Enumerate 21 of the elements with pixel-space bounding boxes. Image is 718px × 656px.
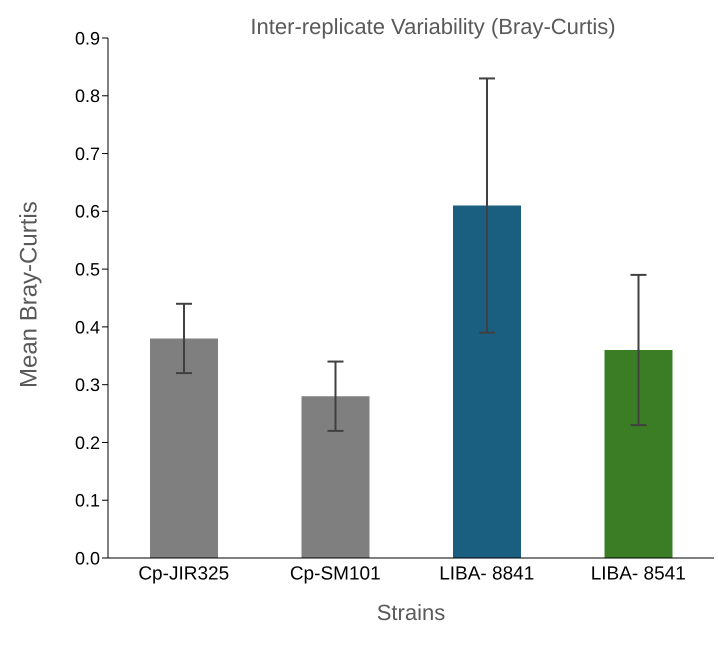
- bar: [302, 396, 370, 558]
- y-tick-label: 0.9: [74, 28, 100, 48]
- x-axis-title: Strains: [376, 600, 446, 625]
- y-tick-label: 0.5: [74, 260, 100, 280]
- bar: [150, 338, 218, 558]
- x-tick-label: Cp-SM101: [290, 563, 381, 584]
- bar: [604, 350, 672, 558]
- x-tick-label: Cp-JIR325: [138, 563, 230, 584]
- y-tick-label: 0.0: [74, 548, 100, 568]
- y-tick-label: 0.4: [74, 317, 100, 338]
- y-tick-label: 0.3: [74, 375, 100, 396]
- y-tick-label: 0.7: [74, 144, 100, 164]
- chart-title: Inter-replicate Variability (Bray-Curtis): [249, 14, 617, 40]
- y-axis-title: Mean Bray-Curtis: [16, 201, 43, 388]
- bar: [453, 206, 521, 558]
- x-tick-label: LIBA- 8841: [439, 563, 534, 584]
- y-tick-label: 0.2: [74, 432, 100, 453]
- y-tick-label: 0.6: [74, 202, 100, 222]
- y-tick-label: 0.8: [74, 86, 100, 106]
- x-tick-label: LIBA- 8541: [590, 563, 686, 584]
- y-tick-label: 0.1: [74, 490, 100, 511]
